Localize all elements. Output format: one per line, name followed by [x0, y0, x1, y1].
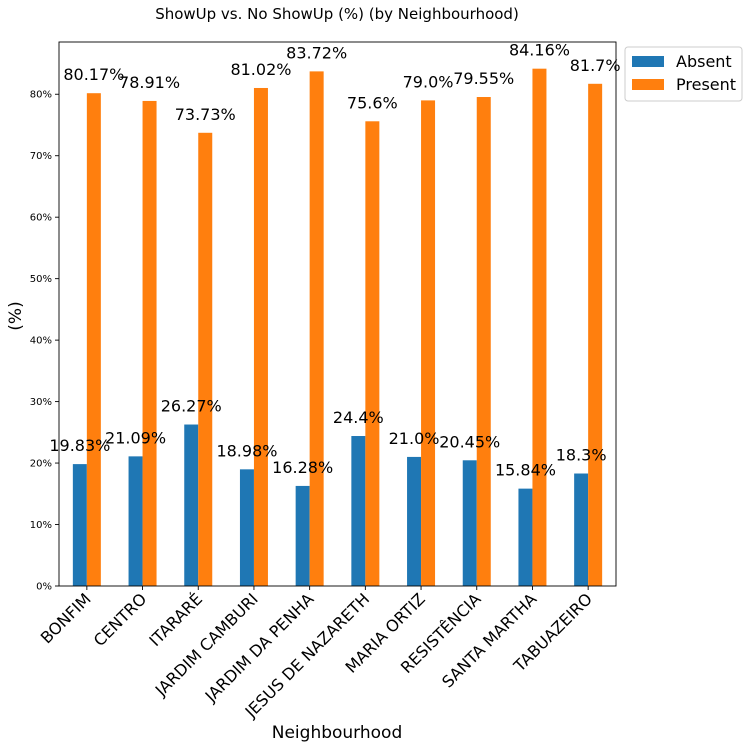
- y-tick-label: 60%: [30, 213, 52, 224]
- y-tick-label: 80%: [30, 90, 52, 101]
- y-tick-label: 70%: [30, 151, 52, 162]
- bar-value-label: 78.91%: [119, 73, 180, 92]
- bar-absent: [407, 456, 422, 586]
- y-tick-label: 10%: [30, 520, 52, 531]
- bar-value-label: 73.73%: [175, 105, 236, 124]
- bar-value-label: 18.98%: [216, 441, 277, 460]
- x-tick-label: CENTRO: [90, 589, 151, 650]
- y-axis: 0% 10% 20% 30% 40% 50% 60% 70% 80%: [30, 90, 59, 593]
- bar-absent: [462, 460, 477, 586]
- y-tick-label: 0%: [36, 582, 52, 593]
- legend-label-absent: Absent: [676, 52, 732, 71]
- bar-absent: [351, 436, 366, 586]
- bar-value-label: 79.0%: [403, 72, 454, 91]
- bar-present: [421, 100, 436, 586]
- y-tick-label: 50%: [30, 274, 52, 285]
- bar-value-label: 15.84%: [495, 461, 556, 480]
- bar-value-label: 21.09%: [105, 428, 166, 447]
- bar-present: [476, 97, 491, 587]
- bar-present: [198, 132, 213, 586]
- bar-value-label: 16.28%: [272, 458, 333, 477]
- x-tick-label: JARDIM CAMBURI: [151, 589, 262, 700]
- bar-value-label: 81.02%: [230, 60, 291, 79]
- bar-value-label: 19.83%: [49, 436, 110, 455]
- bar-value-label: 75.6%: [347, 93, 398, 112]
- y-tick-label: 30%: [30, 397, 52, 408]
- y-tick-label: 40%: [30, 336, 52, 347]
- bar-absent: [239, 469, 254, 586]
- bar-absent: [72, 464, 87, 586]
- bar-value-label: 21.0%: [389, 429, 440, 448]
- y-tick-label: 20%: [30, 459, 52, 470]
- bar-absent: [574, 473, 589, 586]
- plot-frame: [58, 41, 617, 587]
- bar-absent: [518, 488, 533, 586]
- bar-absent: [184, 424, 199, 586]
- bar-present: [588, 83, 603, 587]
- bar-value-label: 83.72%: [286, 43, 347, 62]
- bar-value-label: 24.4%: [333, 408, 384, 427]
- bar-absent: [295, 485, 310, 586]
- bar-present: [253, 87, 268, 586]
- bar-value-label: 84.16%: [509, 41, 570, 60]
- chart-title: ShowUp vs. No ShowUp (%) (by Neighbourho…: [155, 5, 519, 23]
- bar-present: [309, 71, 324, 587]
- bar-present: [142, 100, 157, 586]
- legend: Absent Present: [624, 46, 743, 102]
- x-axis-title: Neighbourhood: [272, 723, 403, 743]
- legend-swatch-present: [632, 79, 664, 90]
- y-axis-title: (%): [6, 301, 26, 330]
- bars: [72, 68, 603, 587]
- bar-present: [86, 93, 101, 586]
- bar-absent: [128, 456, 143, 586]
- bar-labels: 19.83% 80.17% 21.09% 78.91% 26.27% 73.73% 18.9…: [49, 41, 620, 480]
- bar-value-label: 81.7%: [570, 56, 621, 75]
- bar-present: [532, 68, 547, 587]
- bar-value-label: 26.27%: [161, 397, 222, 416]
- legend-label-present: Present: [676, 75, 736, 94]
- bar-present: [365, 121, 380, 586]
- x-tick-label: SANTA MARTHA: [438, 589, 540, 691]
- bar-value-label: 80.17%: [63, 65, 124, 84]
- x-tick-label: BONFIM: [37, 589, 95, 647]
- legend-swatch-absent: [632, 56, 664, 67]
- bar-value-label: 20.45%: [439, 432, 500, 451]
- bar-value-label: 18.3%: [556, 446, 607, 465]
- bar-value-label: 79.55%: [453, 69, 514, 88]
